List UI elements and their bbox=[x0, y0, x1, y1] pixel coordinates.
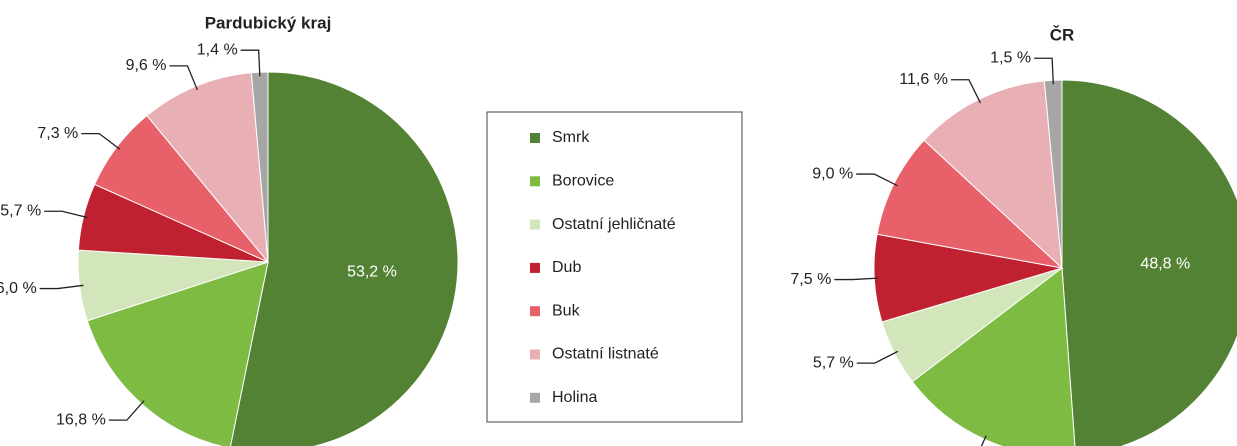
pie-slice bbox=[229, 71, 459, 446]
leader-line bbox=[950, 79, 982, 104]
data-label: 1,4 % bbox=[197, 41, 238, 58]
data-label: 6,0 % bbox=[0, 280, 37, 297]
data-label: 9,0 % bbox=[812, 165, 853, 182]
data-label: 7,5 % bbox=[790, 271, 831, 288]
legend-label: Buk bbox=[552, 302, 581, 319]
data-label: 1,5 % bbox=[990, 49, 1031, 66]
data-label: 16,8 % bbox=[56, 411, 106, 428]
legend-swatch bbox=[530, 176, 540, 187]
legend-swatch bbox=[530, 219, 540, 230]
legend-swatch bbox=[530, 133, 540, 143]
leader-line bbox=[39, 284, 84, 290]
legend-label: Ostatní listnaté bbox=[552, 346, 659, 363]
legend-swatch bbox=[530, 306, 540, 317]
leader-line bbox=[856, 350, 899, 364]
leader-line bbox=[856, 173, 898, 187]
leader-line bbox=[81, 132, 121, 150]
data-label: 11,6 % bbox=[899, 71, 948, 88]
legend-label: Ostatní jehličnaté bbox=[552, 216, 676, 233]
leader-line bbox=[980, 435, 987, 446]
legend-swatch bbox=[530, 349, 540, 360]
leader-line bbox=[108, 400, 145, 421]
data-label: 9,6 % bbox=[126, 57, 167, 74]
data-label: 48,8 % bbox=[1140, 255, 1190, 272]
data-label: 5,7 % bbox=[813, 354, 854, 371]
leader-line bbox=[44, 210, 88, 219]
chart-title: Pardubický kraj bbox=[205, 13, 332, 32]
leader-line bbox=[834, 277, 879, 281]
leader-line bbox=[1034, 57, 1054, 85]
legend-label: Smrk bbox=[552, 129, 590, 146]
data-label: 53,2 % bbox=[347, 264, 397, 281]
legend-swatch bbox=[530, 392, 540, 403]
leader-line bbox=[169, 65, 198, 91]
legend-swatch bbox=[530, 262, 540, 273]
chart-title: ČR bbox=[1050, 25, 1075, 44]
pie-slice bbox=[1061, 79, 1237, 446]
legend-box bbox=[486, 111, 743, 423]
legend-label: Borovice bbox=[552, 173, 614, 190]
data-label: 5,7 % bbox=[0, 202, 41, 219]
legend-label: Holina bbox=[552, 389, 597, 406]
data-label: 7,3 % bbox=[37, 125, 78, 142]
leader-line bbox=[240, 49, 261, 77]
legend-label: Dub bbox=[552, 259, 581, 276]
